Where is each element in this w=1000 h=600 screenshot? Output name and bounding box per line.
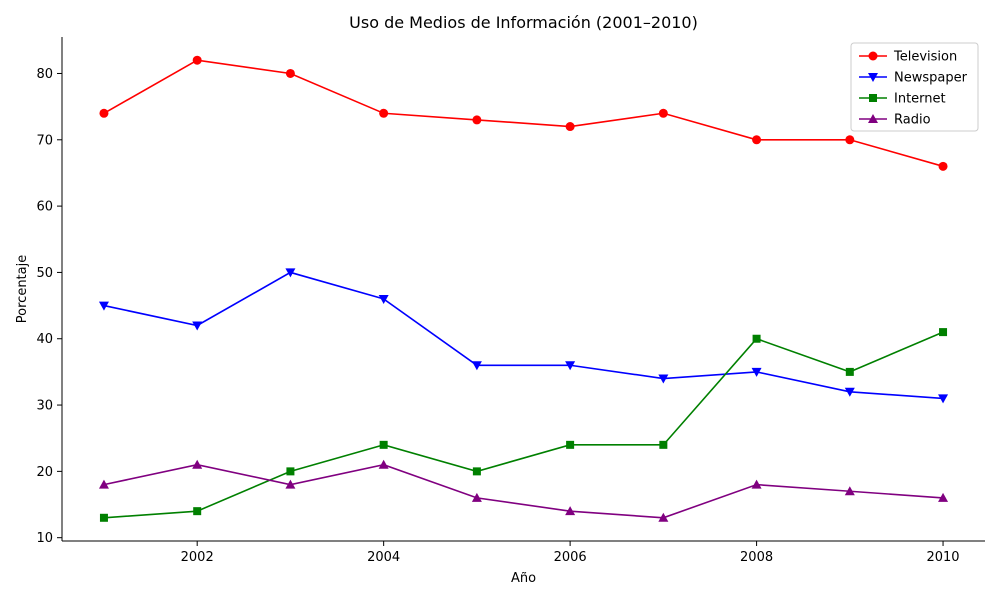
data-point-television: [192, 55, 202, 65]
data-point-internet: [939, 328, 948, 337]
data-point-television: [658, 108, 668, 118]
legend-marker-radio: [868, 114, 878, 123]
data-point-radio: [938, 492, 949, 502]
series-newspaper: [98, 268, 949, 404]
data-point-radio: [844, 486, 855, 496]
data-point-internet: [659, 440, 668, 449]
data-point-internet: [99, 513, 108, 522]
y-tick-label: 40: [36, 332, 53, 347]
data-point-television: [938, 161, 948, 171]
x-axis-ticks: 2002 2004 2006 2008 2010: [181, 541, 960, 565]
data-point-television: [472, 115, 482, 125]
x-tick-label: 2008: [740, 550, 773, 565]
legend-item-newspaper: Newspaper: [859, 71, 968, 86]
legend-marker-television: [868, 51, 878, 61]
x-tick-label: 2002: [181, 550, 214, 565]
data-point-internet: [472, 467, 481, 476]
data-point-newspaper: [844, 387, 855, 397]
data-point-newspaper: [938, 394, 949, 404]
series-radio: [98, 459, 949, 522]
data-point-newspaper: [192, 321, 203, 331]
legend-box: [850, 42, 979, 132]
data-point-internet: [566, 440, 575, 449]
data-point-television: [845, 135, 855, 145]
y-axis-label: Porcentaje: [15, 255, 30, 323]
data-point-newspaper: [471, 361, 482, 371]
data-point-newspaper: [751, 367, 762, 377]
series-line-radio: [103, 463, 944, 519]
series-line-newspaper: [103, 271, 944, 400]
data-point-radio: [98, 479, 109, 489]
data-point-newspaper: [98, 301, 109, 311]
data-point-radio: [565, 506, 576, 516]
x-tick-label: 2006: [554, 550, 587, 565]
legend-item-internet: Internet: [859, 92, 946, 107]
y-tick-label: 60: [36, 200, 53, 215]
legend: Television Newspaper Internet Radio: [850, 42, 979, 132]
y-tick-label: 30: [36, 399, 53, 414]
legend-label-internet: Internet: [894, 92, 946, 107]
data-point-newspaper: [658, 374, 669, 384]
series-line-internet: [103, 331, 944, 519]
series-internet: [99, 328, 948, 522]
data-point-internet: [845, 367, 854, 376]
data-point-newspaper: [285, 268, 296, 278]
data-point-television: [379, 108, 389, 118]
legend-label-newspaper: Newspaper: [894, 71, 968, 86]
plot-area: [98, 55, 949, 522]
axes: [61, 37, 985, 542]
data-point-television: [752, 135, 762, 145]
series-television: [99, 55, 948, 171]
data-point-radio: [378, 459, 389, 469]
y-axis-ticks: 10 20 30 40 50 60 70 80: [36, 67, 62, 546]
y-tick-label: 50: [36, 266, 53, 281]
x-tick-label: 2010: [926, 550, 959, 565]
legend-label-radio: Radio: [894, 113, 931, 128]
data-point-internet: [193, 507, 202, 516]
legend-label-television: Television: [893, 50, 957, 65]
data-point-radio: [285, 479, 296, 489]
data-point-television: [99, 108, 109, 118]
data-point-radio: [658, 512, 669, 522]
y-tick-label: 10: [36, 531, 53, 546]
legend-item-radio: Radio: [859, 113, 931, 128]
data-point-newspaper: [378, 294, 389, 304]
data-point-radio: [471, 492, 482, 502]
data-point-television: [285, 68, 295, 78]
y-tick-label: 80: [36, 67, 53, 82]
data-point-internet: [379, 440, 388, 449]
chart-title: Uso de Medios de Información (2001–2010): [349, 13, 698, 32]
data-point-radio: [751, 479, 762, 489]
y-tick-label: 70: [36, 133, 53, 148]
x-tick-label: 2004: [367, 550, 400, 565]
series-line-television: [103, 59, 944, 168]
x-axis-label: Año: [511, 571, 536, 586]
data-point-internet: [286, 467, 295, 476]
legend-marker-internet: [869, 94, 877, 102]
legend-item-television: Television: [859, 50, 957, 65]
data-point-radio: [192, 459, 203, 469]
y-tick-label: 20: [36, 465, 53, 480]
data-point-newspaper: [565, 361, 576, 371]
data-point-television: [565, 122, 575, 132]
legend-marker-newspaper: [868, 73, 878, 82]
data-point-internet: [752, 334, 761, 343]
